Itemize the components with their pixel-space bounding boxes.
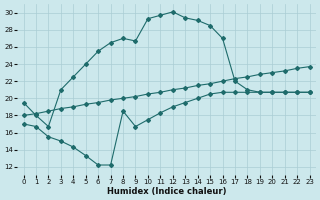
X-axis label: Humidex (Indice chaleur): Humidex (Indice chaleur) (107, 187, 226, 196)
